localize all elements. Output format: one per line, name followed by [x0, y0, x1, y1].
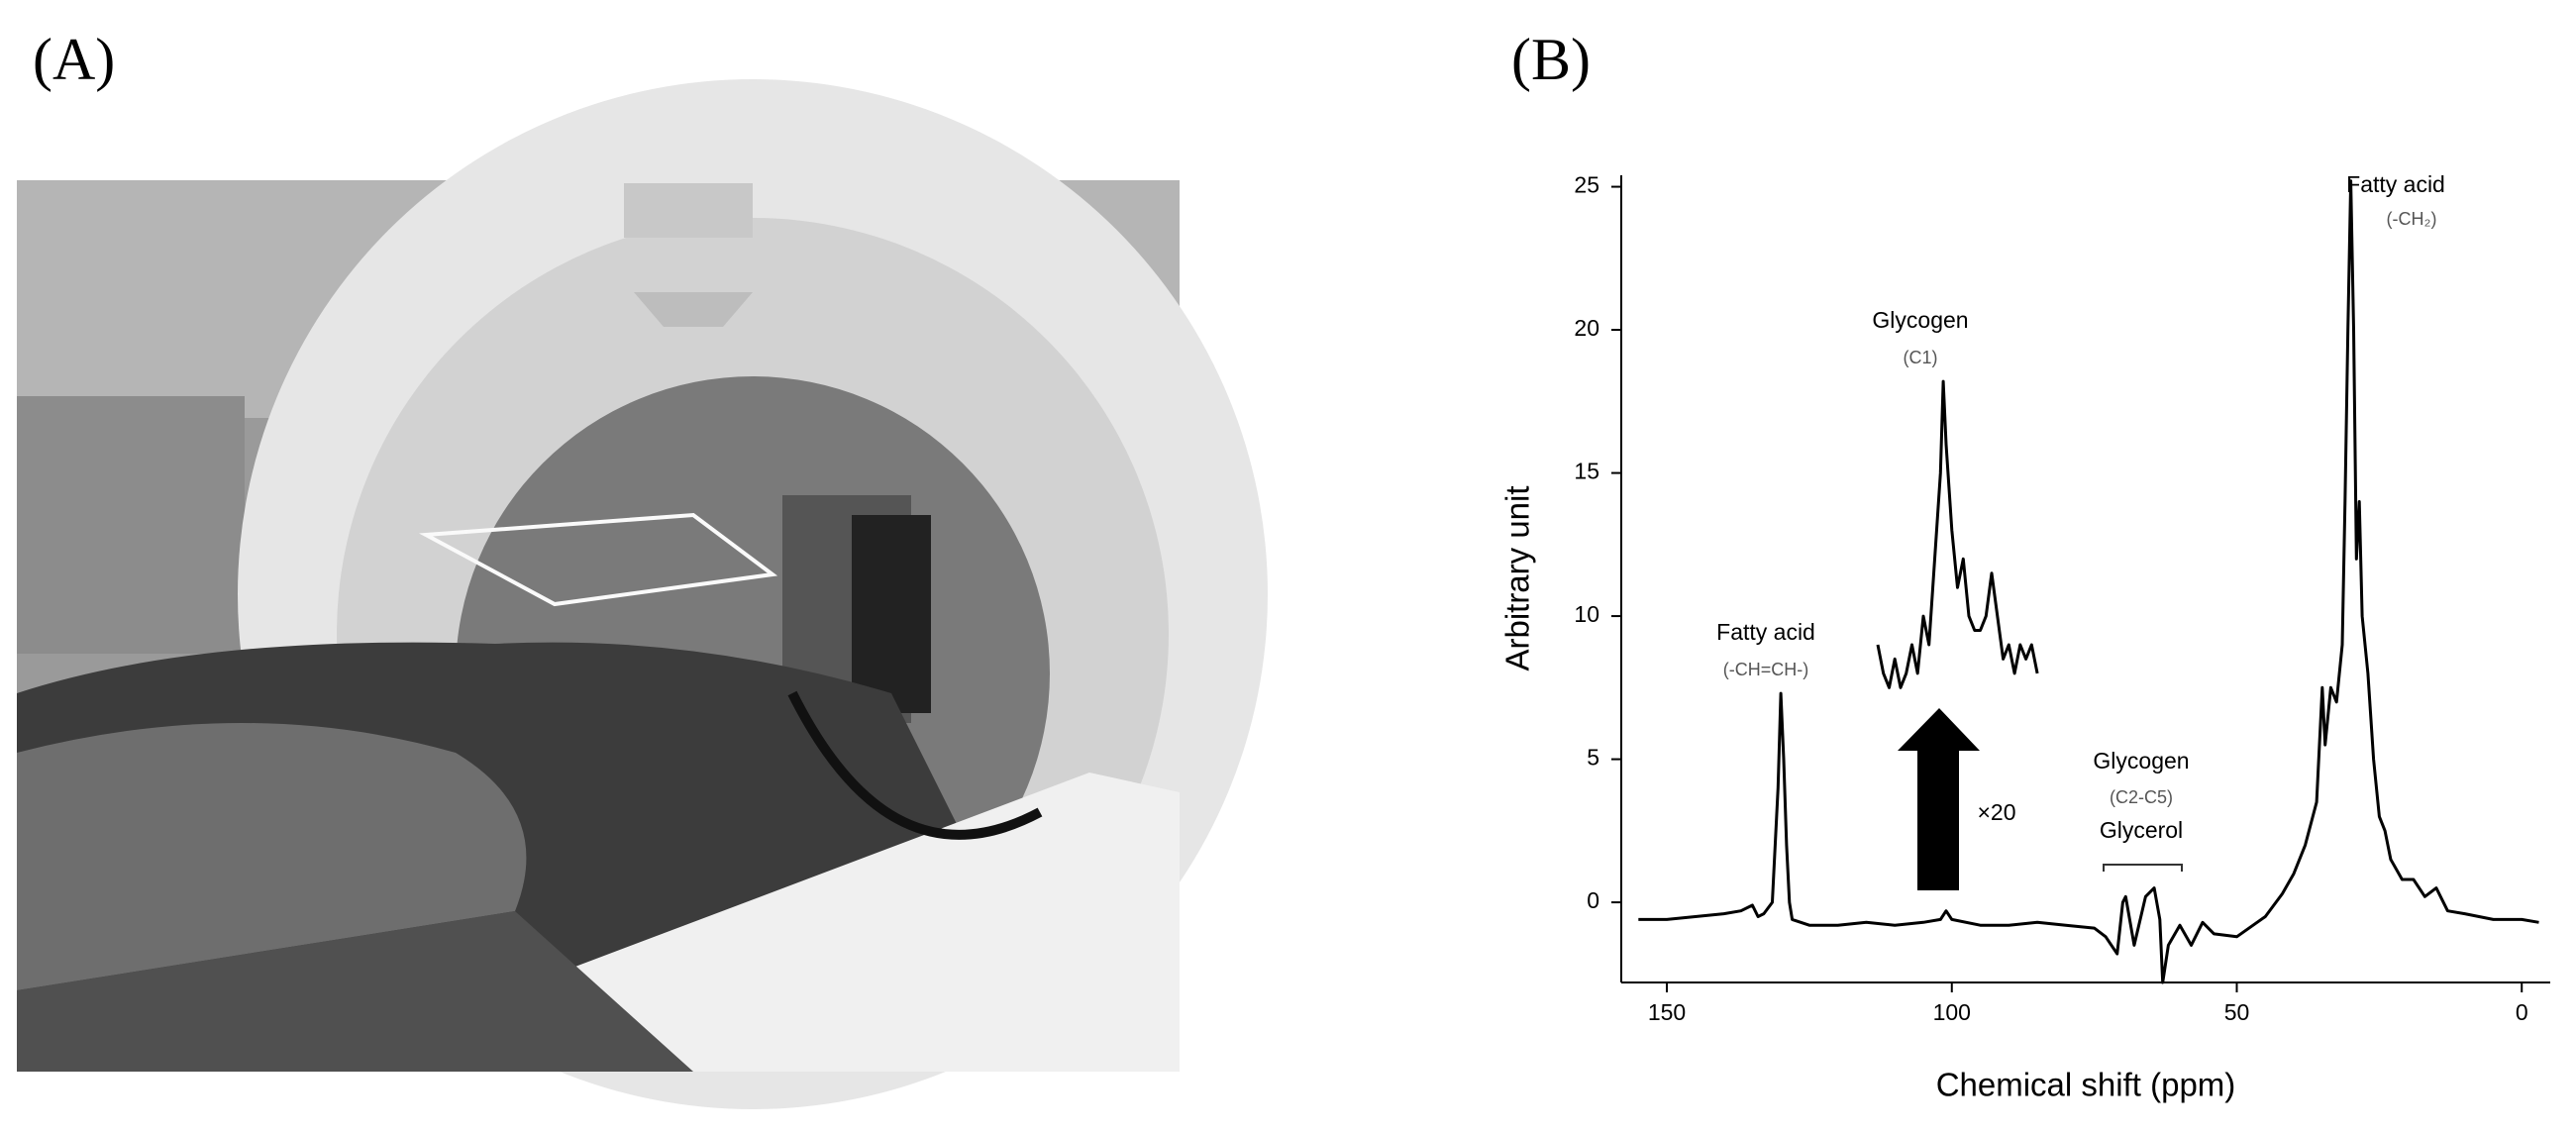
y-tick-label: 10 [1574, 601, 1599, 627]
annotation: Fatty acid [2346, 171, 2445, 197]
x-tick-label: 0 [2516, 999, 2528, 1025]
annotation: ×20 [1977, 799, 2015, 825]
panel-label: (B) [1511, 27, 1591, 92]
x-axis-label: Chemical shift (ppm) [1936, 1067, 2236, 1103]
annotation: (-CH=CH-) [1723, 660, 1808, 679]
y-axis-label: Arbitrary unit [1499, 485, 1536, 671]
y-tick-label: 25 [1574, 172, 1599, 198]
panel-label: (A) [33, 27, 115, 92]
x-tick-label: 150 [1648, 999, 1686, 1025]
spectrum-line [1876, 379, 2039, 689]
y-tick-label: 0 [1587, 887, 1599, 913]
annotation: (-CH₂) [2387, 209, 2437, 229]
annotation: Glycogen [1872, 307, 1968, 333]
annotation: Fatty acid [1716, 619, 1815, 645]
y-tick-label: 15 [1574, 459, 1599, 484]
mri-photo [17, 79, 1268, 1109]
spectrum-line [1638, 179, 2539, 984]
annotation: Glycerol [2100, 817, 2183, 843]
annotation: Glycogen [2093, 748, 2189, 774]
y-tick-label: 20 [1574, 315, 1599, 341]
x-tick-label: 100 [1933, 999, 1971, 1025]
annotation-marks [1898, 708, 2183, 890]
x-tick-label: 50 [2224, 999, 2250, 1025]
annotation: (C1) [1904, 348, 1938, 367]
annotation: (C2-C5) [2110, 787, 2173, 807]
y-tick-label: 5 [1587, 745, 1599, 771]
